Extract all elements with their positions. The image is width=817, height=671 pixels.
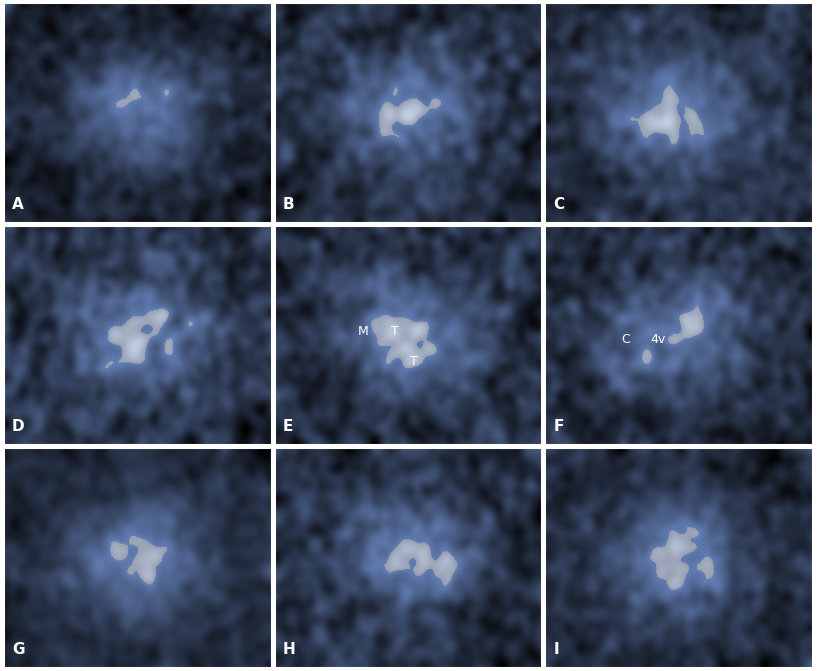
Text: B: B [283, 197, 294, 212]
Text: C: C [622, 333, 630, 346]
Text: H: H [283, 641, 296, 657]
Text: T: T [410, 356, 417, 368]
Text: 4v: 4v [650, 333, 665, 346]
Text: C: C [553, 197, 565, 212]
Text: D: D [12, 419, 25, 434]
Text: G: G [12, 641, 25, 657]
Text: A: A [12, 197, 24, 212]
Text: E: E [283, 419, 293, 434]
Text: F: F [553, 419, 564, 434]
Text: M: M [358, 325, 368, 338]
Text: T: T [391, 325, 399, 338]
Text: I: I [553, 641, 559, 657]
